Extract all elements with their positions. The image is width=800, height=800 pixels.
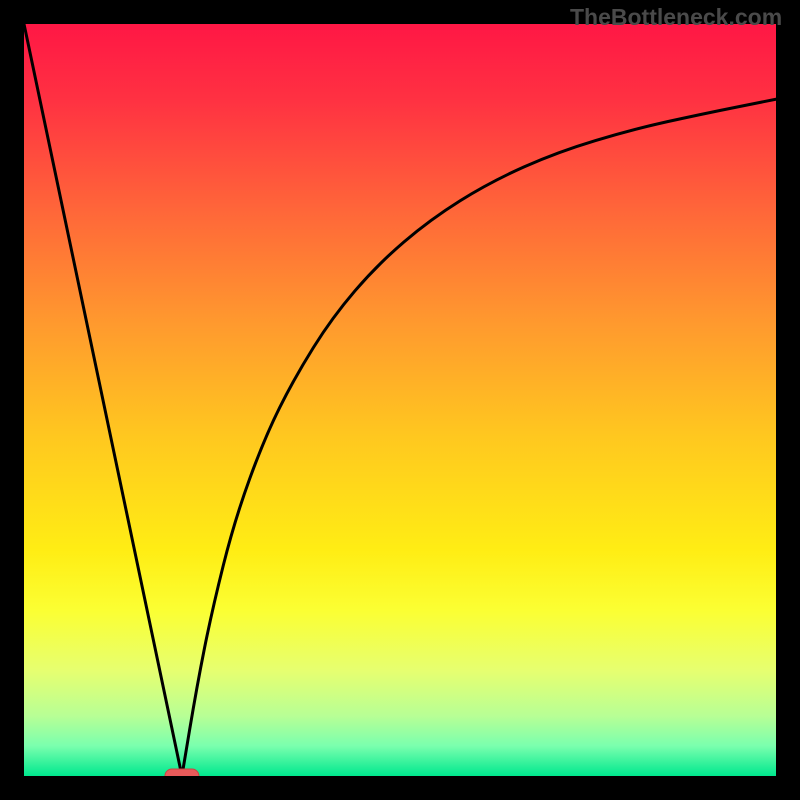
gradient-background: [24, 24, 776, 776]
bottleneck-chart: [0, 0, 800, 800]
watermark-text: TheBottleneck.com: [570, 4, 782, 31]
